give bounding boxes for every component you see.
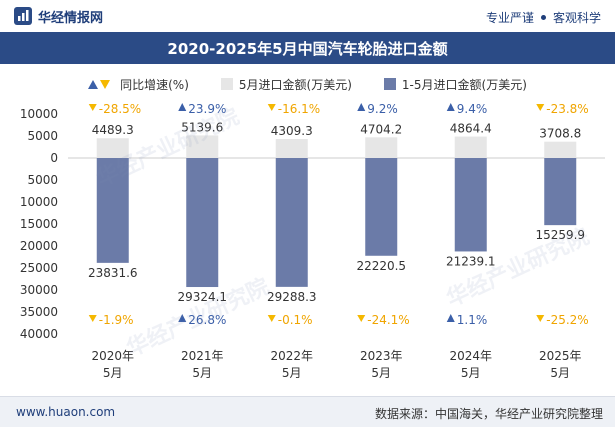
down-arrow-icon [267,315,276,322]
may-bar [186,135,219,158]
down-arrow-icon [357,315,366,322]
up-arrow-icon [357,103,366,111]
down-arrow-icon [267,104,276,111]
y-tick-label: 0 [50,151,58,165]
y-tick-label: 35000 [20,305,58,319]
ytd-yoy-label: -25.2% [546,313,588,327]
x-tick-label: 5月 [192,366,212,380]
ytd-bar [544,158,577,226]
y-tick-label: 15000 [20,217,58,231]
may-bar [454,136,487,158]
up-arrow-icon [446,314,455,322]
footer-website-link[interactable]: www.huaon.com [16,405,116,419]
separator-dot-icon [540,15,546,20]
may-yoy-label: -23.8% [546,102,588,116]
legend-yoy-arrows [88,79,114,89]
may-bar [544,141,577,158]
legend-item-may: 5月进口金额(万美元) [220,76,352,93]
legend-ytd-swatch [383,78,396,90]
ytd-bar [186,158,219,288]
up-arrow-icon [178,103,187,111]
ytd-bar [275,158,308,287]
ytd-yoy-label: -0.1% [278,313,313,327]
y-tick-label: 5000 [27,129,58,143]
may-value-label: 4489.3 [92,123,134,137]
x-tick-label: 2022年 [270,349,313,363]
ytd-yoy-label: -1.9% [99,313,134,327]
up-arrow-icon [446,103,455,111]
x-tick-label: 2021年 [181,349,224,363]
brand-logo-icon [14,7,32,25]
y-tick-label: 5000 [27,173,58,187]
x-tick-label: 2020年 [91,349,134,363]
up-arrow-icon [178,314,187,322]
x-tick-label: 5月 [461,366,481,380]
may-bar [365,137,398,158]
legend-item-ytd: 1-5月进口金额(万美元) [383,76,527,93]
down-arrow-icon [100,79,111,89]
ytd-value-label: 15259.9 [535,228,585,242]
ytd-yoy-label: 26.8% [188,313,226,327]
legend: 同比增速(%) 5月进口金额(万美元) 1-5月进口金额(万美元) [0,74,615,94]
ytd-yoy-label: -24.1% [367,313,409,327]
may-yoy-label: 23.9% [188,102,226,116]
ytd-value-label: 29324.1 [177,290,227,304]
legend-item-yoy: 同比增速(%) [88,76,189,93]
y-tick-label: 10000 [20,107,58,121]
may-value-label: 4704.2 [360,122,402,136]
ytd-bar [454,158,487,252]
legend-may-label: 5月进口金额(万美元) [238,77,352,92]
y-tick-label: 10000 [20,195,58,209]
may-value-label: 4864.4 [450,122,492,136]
ytd-yoy-label: 1.1% [457,313,488,327]
ytd-value-label: 22220.5 [356,259,406,273]
up-arrow-icon [88,79,99,89]
y-tick-label: 30000 [20,283,58,297]
down-arrow-icon [88,315,97,322]
ytd-bar [365,158,398,256]
may-value-label: 3708.8 [539,127,581,141]
footer-source: 数据来源：中国海关，华经产业研究院整理 [374,407,603,421]
may-bar [275,139,308,158]
ytd-value-label: 21239.1 [446,254,496,268]
legend-ytd-label: 1-5月进口金额(万美元) [401,77,527,92]
tag-objective: 客观科学 [552,11,601,25]
down-arrow-icon [88,104,97,111]
x-tick-label: 2024年 [449,349,492,363]
may-yoy-label: -16.1% [278,102,320,116]
down-arrow-icon [536,315,545,322]
ytd-value-label: 29288.3 [267,290,317,304]
y-tick-label: 25000 [20,261,58,275]
top-bar: 华经情报网 专业严谨 客观科学 [0,0,615,32]
brand-name: 华经情报网 [38,10,104,26]
y-tick-label: 40000 [20,327,58,341]
title-band: 2020-2025年5月中国汽车轮胎进口金额 [0,32,615,64]
down-arrow-icon [536,104,545,111]
may-yoy-label: 9.2% [367,102,398,116]
may-yoy-label: 9.4% [457,102,488,116]
footer: www.huaon.com 数据来源：中国海关，华经产业研究院整理 [0,396,615,427]
x-tick-label: 5月 [282,366,302,380]
may-bar [96,138,129,158]
brand[interactable]: 华经情报网 [14,7,104,26]
may-value-label: 5139.6 [181,120,223,134]
legend-yoy-label: 同比增速(%) [120,77,189,92]
x-tick-label: 2023年 [360,349,403,363]
x-tick-label: 5月 [550,366,570,380]
x-tick-label: 5月 [103,366,123,380]
may-yoy-label: -28.5% [99,102,141,116]
ytd-value-label: 23831.6 [88,266,138,280]
y-tick-label: 20000 [20,239,58,253]
may-value-label: 4309.3 [271,124,313,138]
chart-title: 2020-2025年5月中国汽车轮胎进口金额 [167,40,448,58]
legend-may-swatch [220,78,233,90]
ytd-bar [96,158,129,263]
x-tick-label: 2025年 [539,349,582,363]
x-tick-label: 5月 [371,366,391,380]
top-tags: 专业严谨 客观科学 [486,9,601,26]
tag-professional: 专业严谨 [485,11,534,25]
bar-chart: 10000 5000 0 5000 10000 15000 20000 25000 30000 3… [20,102,605,380]
